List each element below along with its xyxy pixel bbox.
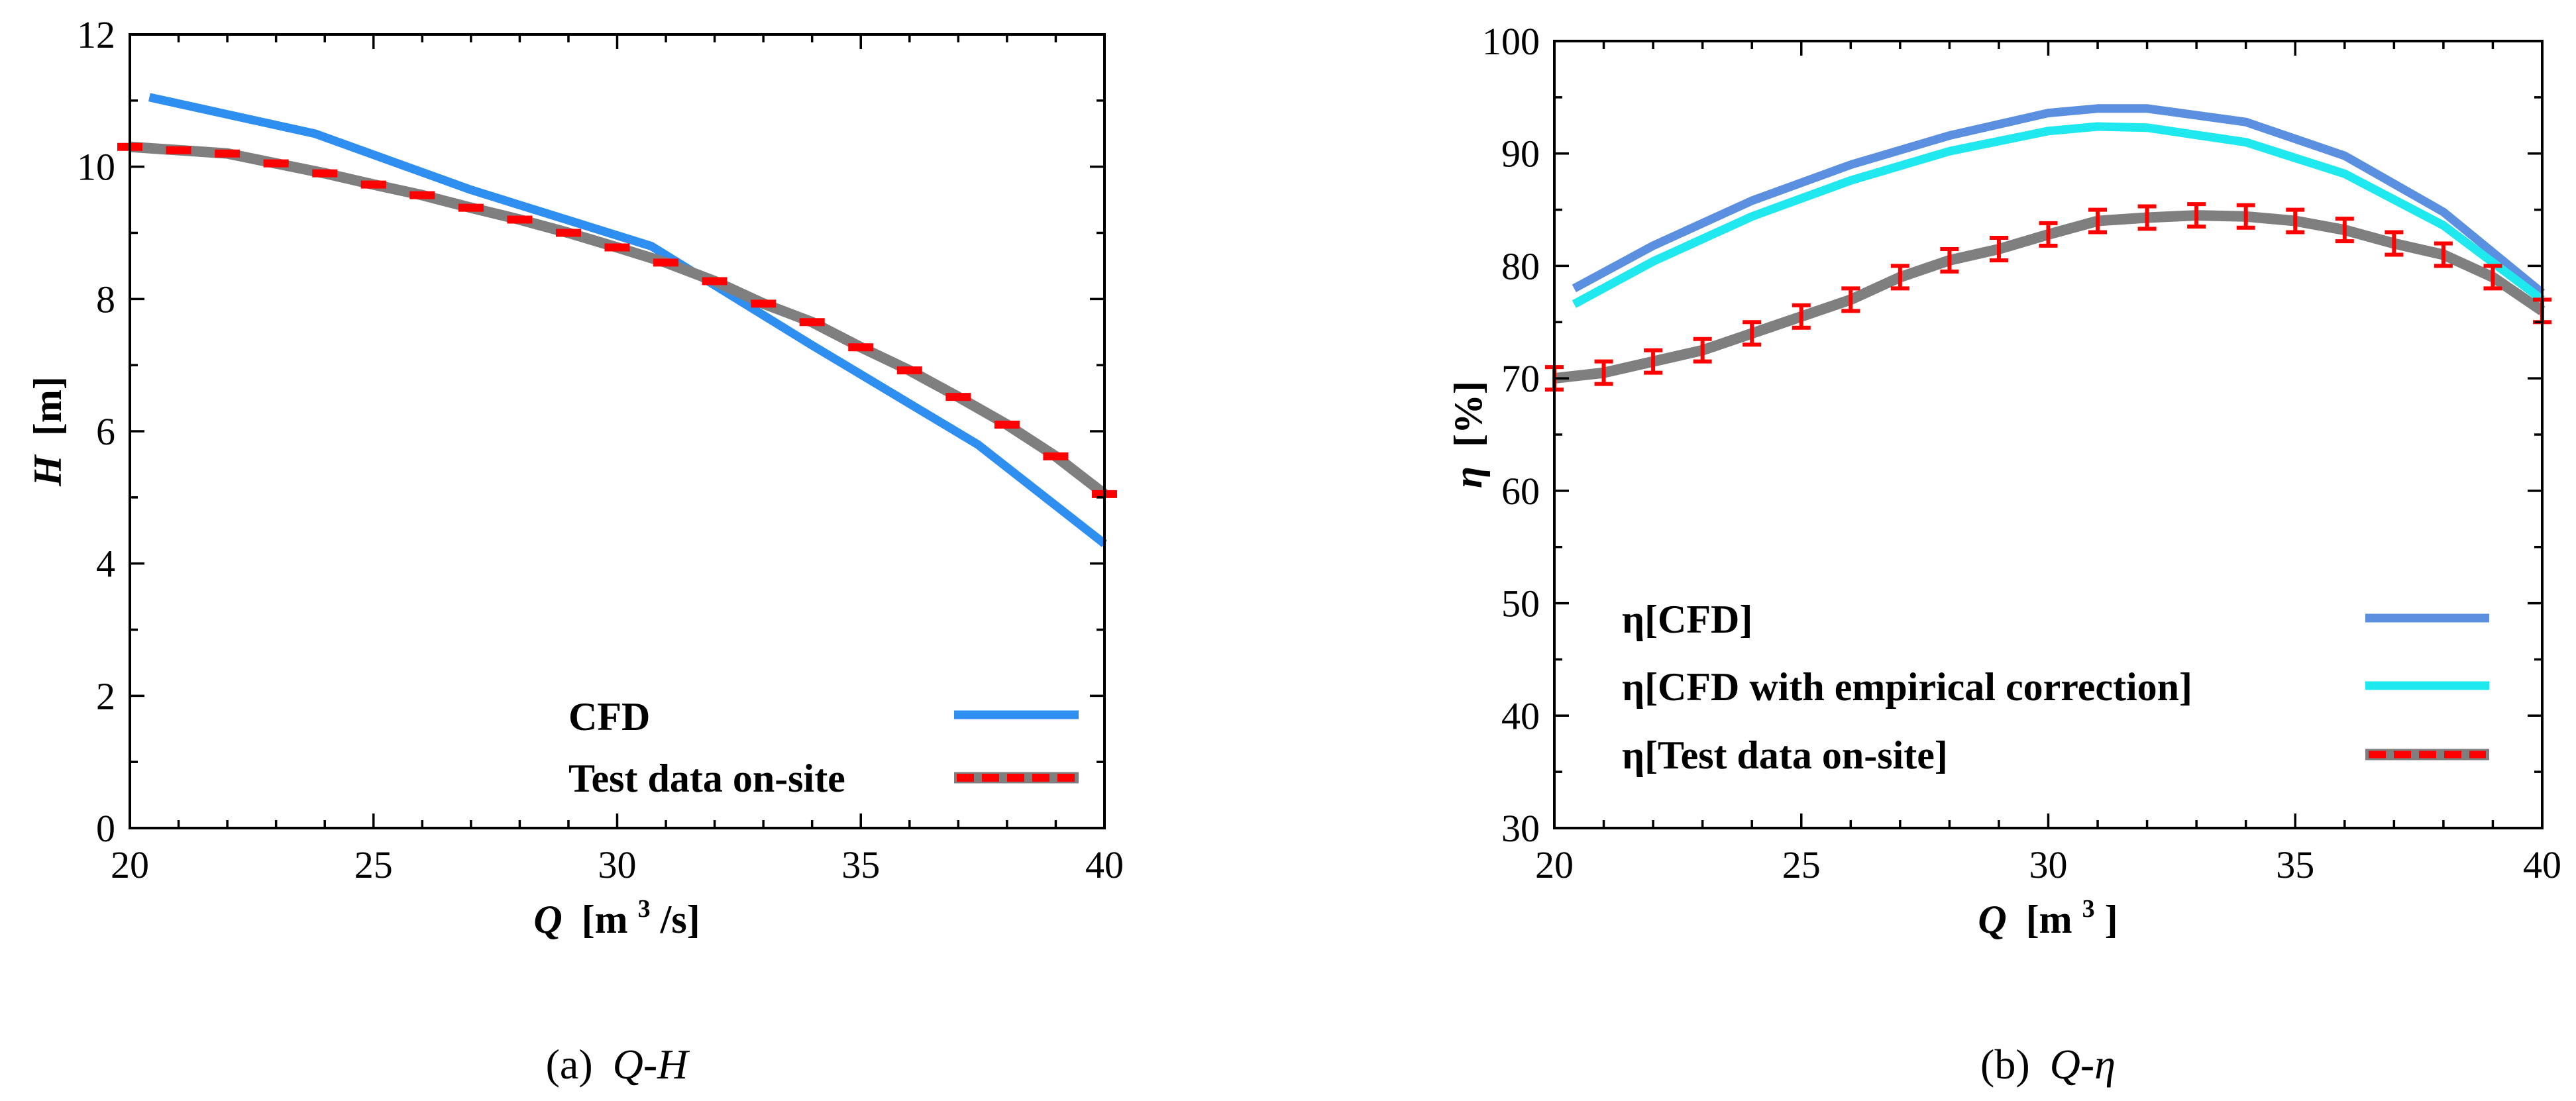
panel-b-ytick-label: 90 bbox=[1501, 132, 1540, 176]
panel-b-series-layer bbox=[1545, 104, 2551, 392]
panel-a-series-1-line bbox=[129, 141, 1108, 499]
panel-a-xlabel-unit-post: /s] bbox=[660, 898, 700, 941]
panel-b-legend-label-test: η[Test data on-site] bbox=[1622, 733, 1948, 777]
panel-a-ytick-label: 10 bbox=[77, 146, 115, 189]
panel-b-series-2-error-bar bbox=[2434, 241, 2453, 268]
panel-b-q-eta-chart: 20 25 30 35 40 30 40 50 60 70 80 90 100 η [%] Q [m 3… bbox=[1446, 20, 2561, 1088]
panel-a-xlabel-superscript: 3 bbox=[638, 895, 651, 923]
panel-b-series-2-error-bar bbox=[1594, 359, 1613, 386]
panel-a-xtick-label: 40 bbox=[1085, 843, 1124, 886]
panel-b-ytick-label: 80 bbox=[1501, 244, 1540, 288]
panel-b-xlabel-unit-pre: [m bbox=[2026, 898, 2072, 941]
panel-b-series-2-error-bar bbox=[1644, 348, 1663, 375]
panel-a-xtick-label: 30 bbox=[598, 843, 637, 886]
panel-b-series-2-error-bar bbox=[1792, 303, 1811, 330]
panel-b-xtick-label: 25 bbox=[1782, 843, 1821, 886]
panel-a-ytick-label: 4 bbox=[96, 543, 115, 586]
panel-b-caption-label: (b) bbox=[1980, 1041, 2030, 1088]
panel-b-ytick-label: 30 bbox=[1501, 807, 1540, 850]
panel-b-series-2-error-bar bbox=[2039, 221, 2058, 248]
panel-b-series-2-error-bar bbox=[2137, 204, 2157, 231]
panel-a-ytick-label: 8 bbox=[96, 278, 115, 321]
panel-a-ytick-label: 12 bbox=[77, 13, 115, 56]
panel-a-ytick-label: 0 bbox=[96, 807, 115, 850]
panel-b-plot-frame bbox=[1553, 40, 2544, 829]
panel-a-q-h-chart: 20 25 30 35 40 0 2 4 6 8 10 12 H [m] Q [m 3 /s] CFD… bbox=[26, 13, 1124, 1088]
panel-b-xlabel: Q [m 3 ] bbox=[1978, 882, 2118, 941]
panel-b-ticks: 20 25 30 35 40 30 40 50 60 70 80 90 100 bbox=[1482, 20, 2561, 886]
panel-b-series-2-error-bar bbox=[1693, 337, 1712, 364]
panel-a-ticks: 20 25 30 35 40 0 2 4 6 8 10 12 bbox=[77, 13, 1124, 886]
panel-a-series-0-line bbox=[148, 93, 1108, 547]
panel-b-xlabel-superscript: 3 bbox=[2082, 895, 2095, 923]
panel-a-xtick-label: 20 bbox=[111, 843, 149, 886]
panel-a-caption: (a) Q-H bbox=[546, 1041, 691, 1088]
panel-b-series-2-error-bar bbox=[1743, 320, 1762, 347]
panel-b-series-2-error-bar bbox=[2335, 217, 2354, 244]
panel-b-legend-label-corrected: η[CFD with empirical correction] bbox=[1622, 665, 2192, 709]
panel-a-xlabel-unit-pre: [m bbox=[582, 898, 628, 941]
panel-b-legend-label-cfd: η[CFD] bbox=[1622, 598, 1752, 641]
panel-b-ylabel-unit: [%] bbox=[1446, 381, 1490, 447]
panel-b-series-2-error-bar bbox=[2187, 202, 2206, 229]
panel-b-legend: η[CFD] η[CFD with empirical correction] … bbox=[1622, 598, 2489, 777]
panel-b-series-2-error-bar bbox=[1940, 246, 1959, 274]
panel-b-ylabel-symbol: η bbox=[1446, 466, 1490, 488]
panel-b-xtick-label: 35 bbox=[2276, 843, 2314, 886]
panel-b-xtick-label: 40 bbox=[2523, 843, 2561, 886]
panel-b-ytick-label: 100 bbox=[1482, 20, 1540, 63]
panel-a-caption-text: Q-H bbox=[613, 1041, 691, 1088]
panel-b-series-2-error-bar bbox=[2385, 230, 2404, 257]
panel-b-series-2-error-bar bbox=[2286, 207, 2305, 235]
panel-a-ylabel-symbol: H bbox=[26, 454, 70, 487]
panel-a-series-layer bbox=[117, 93, 1117, 547]
panel-a-ylabel-unit: [m] bbox=[26, 376, 70, 436]
panel-b-xtick-label: 30 bbox=[2029, 843, 2068, 886]
panel-a-legend-label-test: Test data on-site bbox=[568, 757, 845, 800]
panel-a-xtick-label: 35 bbox=[841, 843, 880, 886]
panel-b-caption: (b) Q-η bbox=[1980, 1041, 2116, 1088]
panel-b-series-2-error-bar bbox=[2088, 207, 2108, 235]
panel-b-ytick-label: 40 bbox=[1501, 694, 1540, 737]
panel-b-ytick-label: 50 bbox=[1501, 582, 1540, 625]
panel-a-caption-label: (a) bbox=[546, 1041, 593, 1088]
panel-b-series-2-error-bar bbox=[1989, 236, 2008, 262]
panel-b-series-2-error-bar bbox=[2483, 264, 2502, 291]
panel-a-xtick-label: 25 bbox=[354, 843, 393, 886]
panel-a-ytick-label: 6 bbox=[96, 410, 115, 453]
panel-b-xlabel-unit-post: ] bbox=[2105, 898, 2118, 941]
panel-a-ylabel: H [m] bbox=[26, 376, 70, 487]
panel-a-ytick-label: 2 bbox=[96, 674, 115, 717]
panel-b-caption-text: Q-η bbox=[2050, 1041, 2116, 1088]
panel-b-ytick-label: 60 bbox=[1501, 470, 1540, 513]
panel-a-legend: CFD Test data on-site bbox=[568, 695, 1079, 800]
panel-b-series-2-error-bar bbox=[1841, 286, 1860, 313]
panel-b-series-2-error-bar bbox=[1890, 264, 1909, 291]
panel-b-series-2-error-bar bbox=[2236, 203, 2255, 230]
panel-b-series-0-line bbox=[1572, 104, 2546, 297]
panel-b-ytick-label: 70 bbox=[1501, 357, 1540, 400]
panel-b-xtick-label: 20 bbox=[1535, 843, 1574, 886]
panel-b-series-1-line bbox=[1572, 122, 2545, 308]
panel-a-xlabel: Q [m 3 /s] bbox=[533, 882, 700, 941]
panel-b-ylabel: η [%] bbox=[1446, 381, 1490, 488]
panel-a-xlabel-symbol: Q bbox=[533, 898, 562, 941]
panel-a-legend-label-cfd: CFD bbox=[568, 695, 650, 739]
panel-b-xlabel-symbol: Q bbox=[1978, 898, 2006, 941]
